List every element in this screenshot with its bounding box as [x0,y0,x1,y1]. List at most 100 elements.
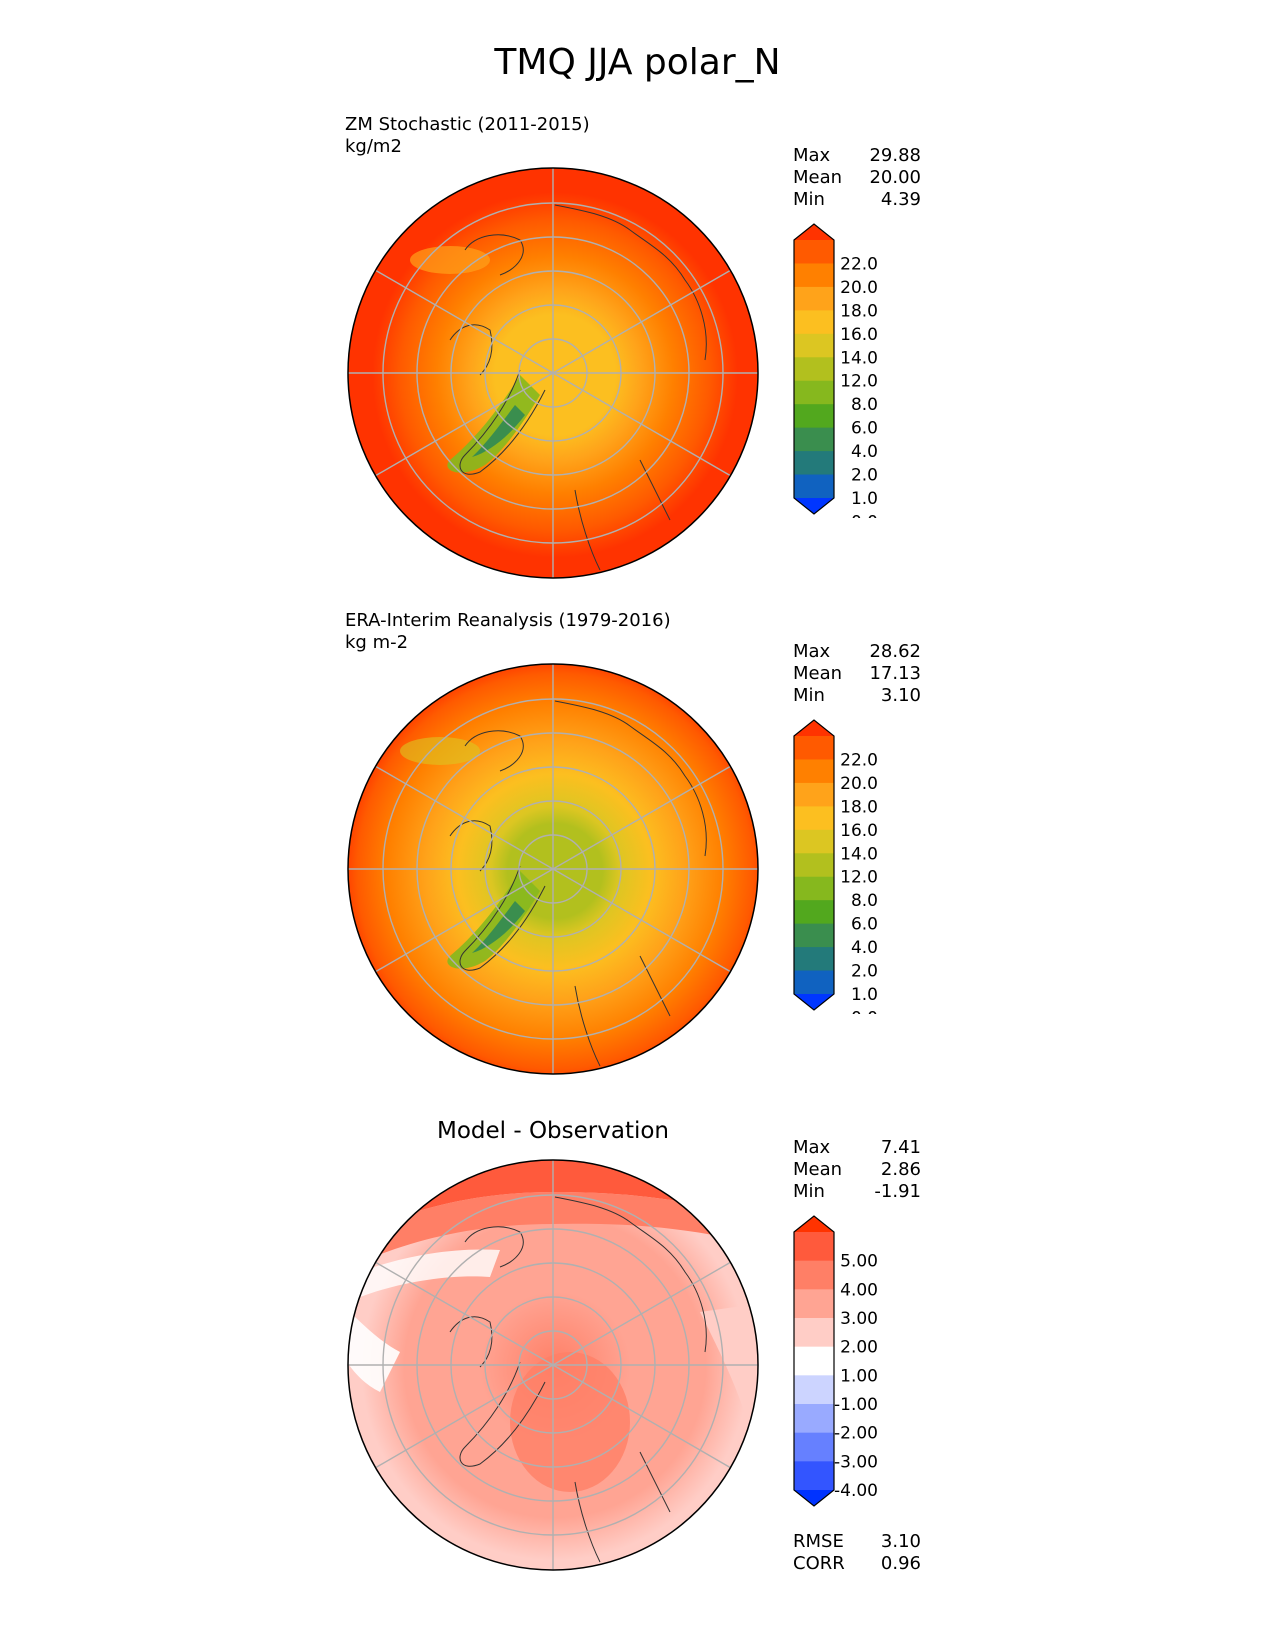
colorbar-segment [794,923,834,948]
colorbar-tick-label: 4.0 [851,938,878,958]
colorbar-outline [793,223,835,515]
colorbar-segment [794,900,834,925]
colorbar-segment [794,829,834,854]
colorbar-tick-label: -1.00 [834,1395,878,1415]
colorbar-tick-label: 1.0 [851,985,878,1005]
colorbar-tick-label: 12.0 [840,868,878,888]
stat-label: Min [793,685,825,706]
colorbar-segment [794,404,834,429]
colorbar-segment [794,1432,834,1462]
panel-2-title: ERA-Interim Reanalysis (1979-2016) [345,610,671,631]
colorbar-outline [793,719,835,1011]
colorbar-tick-label: -2.00 [834,1424,878,1444]
stat-label: Min [793,1181,825,1202]
stat-label: Min [793,189,825,210]
metric-label: CORR [793,1553,845,1574]
colorbar-segment [794,380,834,405]
colorbar-segment [794,1346,834,1376]
figure-title: TMQ JJA polar_N [494,42,781,83]
stat-label: Max [793,145,831,166]
graticule [348,168,758,578]
colorbar-segment [794,853,834,878]
colorbar-tick-label: 14.0 [840,348,878,368]
panel-3-metrics: RMSE 3.10 CORR 0.96 [793,1531,921,1575]
colorbar-over-arrow [794,720,834,736]
colorbar-segment [794,474,834,499]
colorbar-tick-label: 2.0 [851,466,878,486]
panel-2-colorbar: 22.0 20.0 18.0 16.0 14.0 12.0 8.0 6.0 4.0 2.0 1.0 0… [793,719,878,1014]
colorbar-tick-label: 16.0 [840,325,878,345]
colorbar-tick-label: 18.0 [840,301,878,321]
stat-value: 28.62 [869,641,921,662]
colorbar-tick-label: 4.0 [851,442,878,462]
colorbar-segment [794,947,834,972]
colorbar-tick-label: 18.0 [840,797,878,817]
stat-value: 3.10 [880,685,921,706]
colorbar-tick-label: 3.00 [840,1309,878,1329]
colorbar-tick-label: 6.0 [851,915,878,935]
panel-2-units: kg m-2 [345,632,409,653]
panel-1-title: ZM Stochastic (2011-2015) [345,114,590,135]
colorbar-tick-label: 2.00 [840,1338,878,1358]
panel-1-colorbar: 22.0 20.0 18.0 16.0 14.0 12.0 8.0 6.0 4.0 2.0 1.0 0… [793,223,878,518]
greenland-core [472,405,525,457]
stat-label: Mean [793,1159,843,1180]
colorbar-segment [794,286,834,311]
colorbar-tick-label: 4.00 [840,1280,878,1300]
stat-value: 7.41 [880,1137,921,1158]
colorbar-segment [794,1375,834,1405]
colorbar-under-arrow [794,994,834,1010]
stat-value: 2.86 [880,1159,921,1180]
colorbar-segment [794,427,834,452]
colorbar-tick-label: 6.0 [851,419,878,439]
panel-2-map [347,663,759,1075]
colorbar-outline [793,1215,835,1507]
stat-label: Mean [793,167,843,188]
colorbar-under-arrow [794,1490,834,1506]
stat-value: 4.39 [880,189,921,210]
panel-2-stats: Max 28.62 Mean 17.13 Min 3.10 [793,641,921,707]
stat-label: Max [793,1137,831,1158]
panel-1-units: kg/m2 [345,136,402,157]
colorbar-tick-label: 20.0 [840,278,878,298]
colorbar-tick-label: 0.0 [851,1008,878,1014]
colorbar-segment [794,1260,834,1290]
colorbar-over-arrow [794,1216,834,1232]
colorbar-tick-label: 22.0 [840,254,878,274]
colorbar-segment [794,310,834,335]
metric-label: RMSE [793,1531,844,1552]
stat-value: -1.91 [874,1181,921,1202]
colorbar-segment [794,806,834,831]
stat-value: 20.00 [869,167,921,188]
metric-value: 0.96 [880,1553,921,1574]
stat-label: Mean [793,663,843,684]
colorbar-tick-label: 12.0 [840,372,878,392]
colorbar-tick-label: -4.00 [834,1481,878,1501]
panel-3-map [347,1159,759,1571]
stat-label: Max [793,641,831,662]
colorbar-tick-label: 22.0 [840,750,878,770]
colorbar-tick-label: 1.0 [851,489,878,509]
colorbar-segment [794,263,834,288]
graticule [348,664,758,1074]
panel-3-stats: Max 7.41 Mean 2.86 Min -1.91 [793,1137,921,1203]
colorbar-segment [794,736,834,761]
colorbar-tick-label: 2.0 [851,962,878,982]
colorbar-segment [794,876,834,901]
colorbar-tick-label: -3.00 [834,1452,878,1472]
colorbar-segment [794,333,834,358]
colorbar-segment [794,451,834,476]
greenland-region [447,375,540,473]
colorbar-tick-label: 20.0 [840,774,878,794]
coastlines [449,1196,707,1563]
colorbar-under-arrow [794,498,834,514]
colorbar-segment [794,1232,834,1262]
colorbar-segment [794,782,834,807]
stat-value: 29.88 [869,145,921,166]
stat-value: 17.13 [869,663,921,684]
colorbar-over-arrow [794,224,834,240]
colorbar-segment [794,1318,834,1348]
colorbar-tick-label: 16.0 [840,821,878,841]
panel-1-map [347,167,759,579]
colorbar-segment [794,240,834,265]
